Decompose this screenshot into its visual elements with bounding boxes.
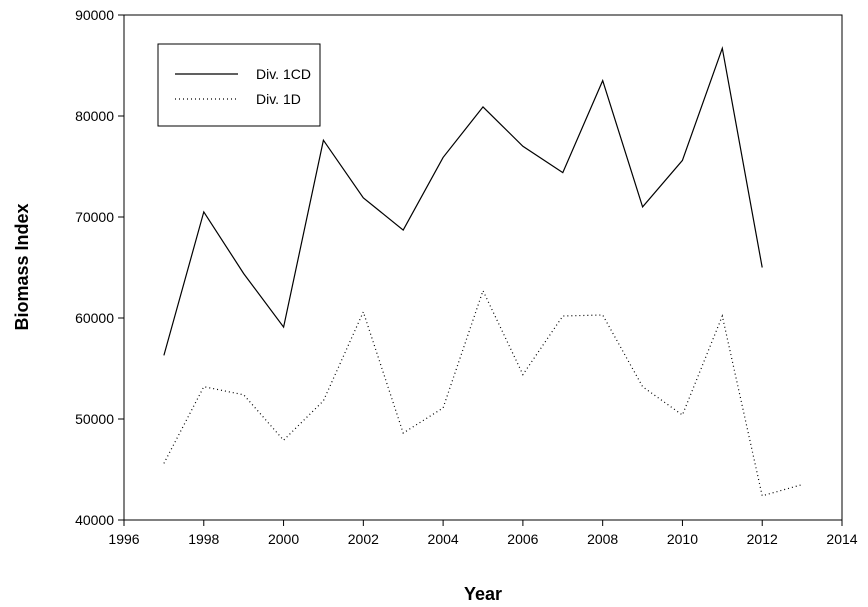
y-tick-label: 80000	[75, 108, 114, 124]
plot-frame	[123, 14, 843, 521]
series-layer	[163, 45, 803, 497]
x-tick-label: 2004	[428, 531, 459, 547]
series-line-div-1d	[163, 289, 803, 497]
y-tick-label: 60000	[75, 310, 114, 326]
legend-label-div-1cd: Div. 1CD	[256, 66, 311, 82]
legend-label-div-1d: Div. 1D	[256, 91, 301, 107]
y-axis-title: Biomass Index	[12, 203, 32, 330]
x-tick-label: 2000	[268, 531, 299, 547]
x-tick-label: 2008	[587, 531, 618, 547]
x-tick-label: 2014	[826, 531, 857, 547]
x-tick-label: 1998	[188, 531, 219, 547]
legend-box	[157, 43, 321, 127]
y-tick-label: 50000	[75, 411, 114, 427]
x-tick-label: 2002	[348, 531, 379, 547]
x-axis: 1996 1998 2000 2002 2004 2006 2008 2010 2012 2014	[108, 520, 858, 547]
x-tick-label: 1996	[108, 531, 139, 547]
series-line-div-1cd	[163, 45, 763, 356]
x-axis-title: Year	[464, 584, 502, 604]
y-axis: 40000 50000 60000 70000 80000 90000	[75, 7, 124, 528]
x-tick-label: 2010	[667, 531, 698, 547]
y-tick-label: 70000	[75, 209, 114, 225]
y-tick-label: 40000	[75, 512, 114, 528]
x-tick-label: 2006	[507, 531, 538, 547]
x-tick-label: 2012	[747, 531, 778, 547]
y-tick-label: 90000	[75, 7, 114, 23]
legend: Div. 1CD Div. 1D	[157, 43, 321, 127]
